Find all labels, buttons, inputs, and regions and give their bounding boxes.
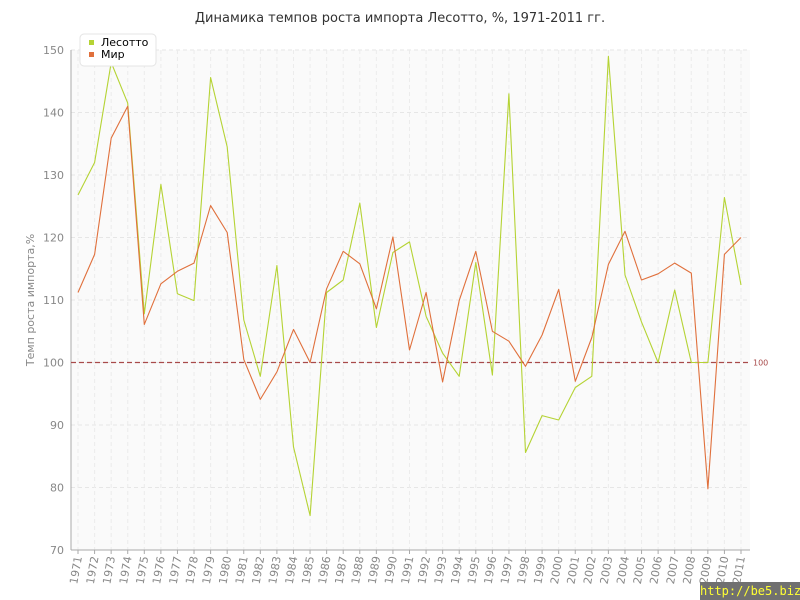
x-tick-label: 2008: [681, 555, 699, 585]
y-tick-label: 100: [43, 357, 64, 370]
x-tick-label: 1973: [100, 555, 118, 585]
chart-title: Динамика темпов роста импорта Лесотто, %…: [195, 11, 605, 26]
x-tick-label: 2011: [730, 555, 748, 585]
x-tick-label: 1997: [498, 555, 516, 585]
y-tick-label: 110: [43, 294, 64, 307]
legend-marker: [89, 40, 94, 45]
x-tick-label: 1995: [465, 555, 483, 585]
x-tick-label: 2002: [581, 555, 599, 585]
x-tick-label: 1974: [117, 555, 135, 585]
x-tick-label: 2004: [614, 555, 632, 585]
x-tick-label: 1985: [299, 555, 317, 585]
y-tick-label: 150: [43, 44, 64, 57]
x-tick-label: 1988: [349, 555, 367, 585]
x-tick-label: 1982: [250, 555, 268, 585]
x-tick-label: 2007: [664, 555, 682, 585]
x-tick-label: 1990: [382, 555, 400, 585]
legend-box: [79, 33, 157, 67]
x-tick-label: 1972: [84, 555, 102, 585]
x-tick-label: 2010: [714, 555, 732, 585]
y-tick-label: 140: [43, 107, 64, 120]
x-tick-label: 2000: [548, 555, 566, 585]
reference-line: 100: [71, 359, 768, 368]
x-tick-label: 1980: [216, 555, 234, 585]
x-tick-label: 1996: [482, 555, 500, 585]
legend-marker: [89, 52, 94, 57]
x-tick-label: 1979: [200, 555, 218, 585]
y-axis-label: Темп роста импорта,%: [24, 234, 37, 367]
x-tick-label: 1989: [366, 555, 384, 585]
series-group: [77, 55, 742, 517]
x-tick-label: 1971: [67, 555, 85, 585]
y-tick-label: 120: [43, 232, 64, 245]
x-tick-label: 1984: [283, 555, 301, 585]
y-axis: 70 80 90 100 110 120 130 140 150: [43, 44, 72, 557]
series-line-lesotho: [77, 55, 742, 517]
x-tick-label: 2005: [631, 555, 649, 585]
y-tick-label: 70: [50, 544, 64, 557]
watermark: http://be5.biz/: [700, 582, 800, 600]
grid: [71, 49, 750, 550]
legend-label: Лесотто: [101, 36, 149, 49]
x-tick-label: 1975: [134, 555, 152, 585]
x-tick-label: 1981: [233, 555, 251, 585]
x-tick-label: 2003: [598, 555, 616, 585]
series-line-world: [77, 105, 742, 490]
x-tick-label: 1992: [415, 555, 433, 585]
x-tick-label: 2006: [647, 555, 665, 585]
x-tick-label: 1983: [266, 555, 284, 585]
reference-line-label: 100: [753, 359, 768, 368]
y-tick-label: 130: [43, 169, 64, 182]
x-tick-label: 1998: [515, 555, 533, 585]
x-tick-label: 1978: [183, 555, 201, 585]
x-tick-label: 1999: [531, 555, 549, 585]
y-tick-label: 80: [50, 482, 64, 495]
x-tick-label: 2009: [697, 555, 715, 585]
legend-label: Мир: [101, 48, 125, 61]
x-tick-label: 1976: [150, 555, 168, 585]
x-tick-label: 1991: [399, 555, 417, 585]
x-tick-label: 1987: [332, 555, 350, 585]
x-axis: 1971197219731974197519761977197819791980…: [67, 549, 750, 585]
x-tick-label: 1994: [449, 555, 467, 585]
y-tick-label: 90: [50, 419, 64, 432]
x-tick-label: 1977: [167, 555, 185, 585]
x-tick-label: 2001: [565, 555, 583, 585]
x-tick-label: 1986: [316, 555, 334, 585]
x-tick-label: 1993: [432, 555, 450, 585]
